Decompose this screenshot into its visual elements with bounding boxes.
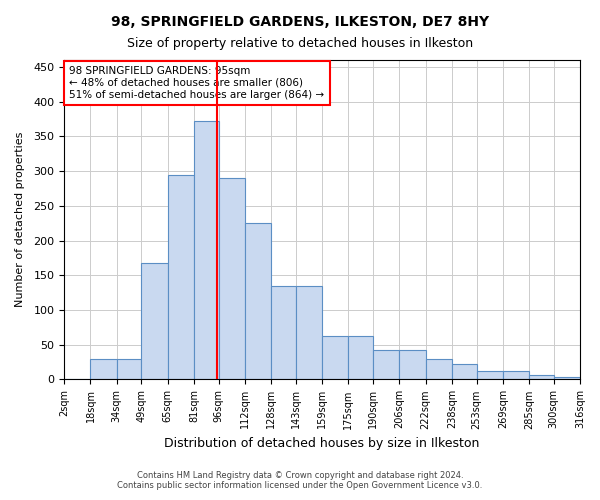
X-axis label: Distribution of detached houses by size in Ilkeston: Distribution of detached houses by size … [164, 437, 480, 450]
Bar [476, 371, 503, 380]
Bar [373, 350, 399, 380]
Bar [245, 222, 271, 380]
Bar [322, 336, 349, 380]
Bar [399, 350, 425, 380]
Bar [425, 358, 452, 380]
Bar [296, 286, 322, 380]
Y-axis label: Number of detached properties: Number of detached properties [15, 132, 25, 308]
Bar [218, 178, 245, 380]
Bar [349, 336, 373, 380]
Bar [271, 286, 296, 380]
Bar [452, 364, 476, 380]
Bar [554, 378, 580, 380]
Bar [503, 371, 529, 380]
Bar [117, 358, 142, 380]
Text: 98 SPRINGFIELD GARDENS: 95sqm
← 48% of detached houses are smaller (806)
51% of : 98 SPRINGFIELD GARDENS: 95sqm ← 48% of d… [70, 66, 325, 100]
Text: Size of property relative to detached houses in Ilkeston: Size of property relative to detached ho… [127, 38, 473, 51]
Bar [529, 376, 554, 380]
Bar [64, 379, 91, 380]
Bar [91, 358, 117, 380]
Bar [167, 174, 194, 380]
Bar [142, 263, 167, 380]
Text: 98, SPRINGFIELD GARDENS, ILKESTON, DE7 8HY: 98, SPRINGFIELD GARDENS, ILKESTON, DE7 8… [111, 15, 489, 29]
Bar [194, 121, 218, 380]
Text: Contains HM Land Registry data © Crown copyright and database right 2024.
Contai: Contains HM Land Registry data © Crown c… [118, 470, 482, 490]
